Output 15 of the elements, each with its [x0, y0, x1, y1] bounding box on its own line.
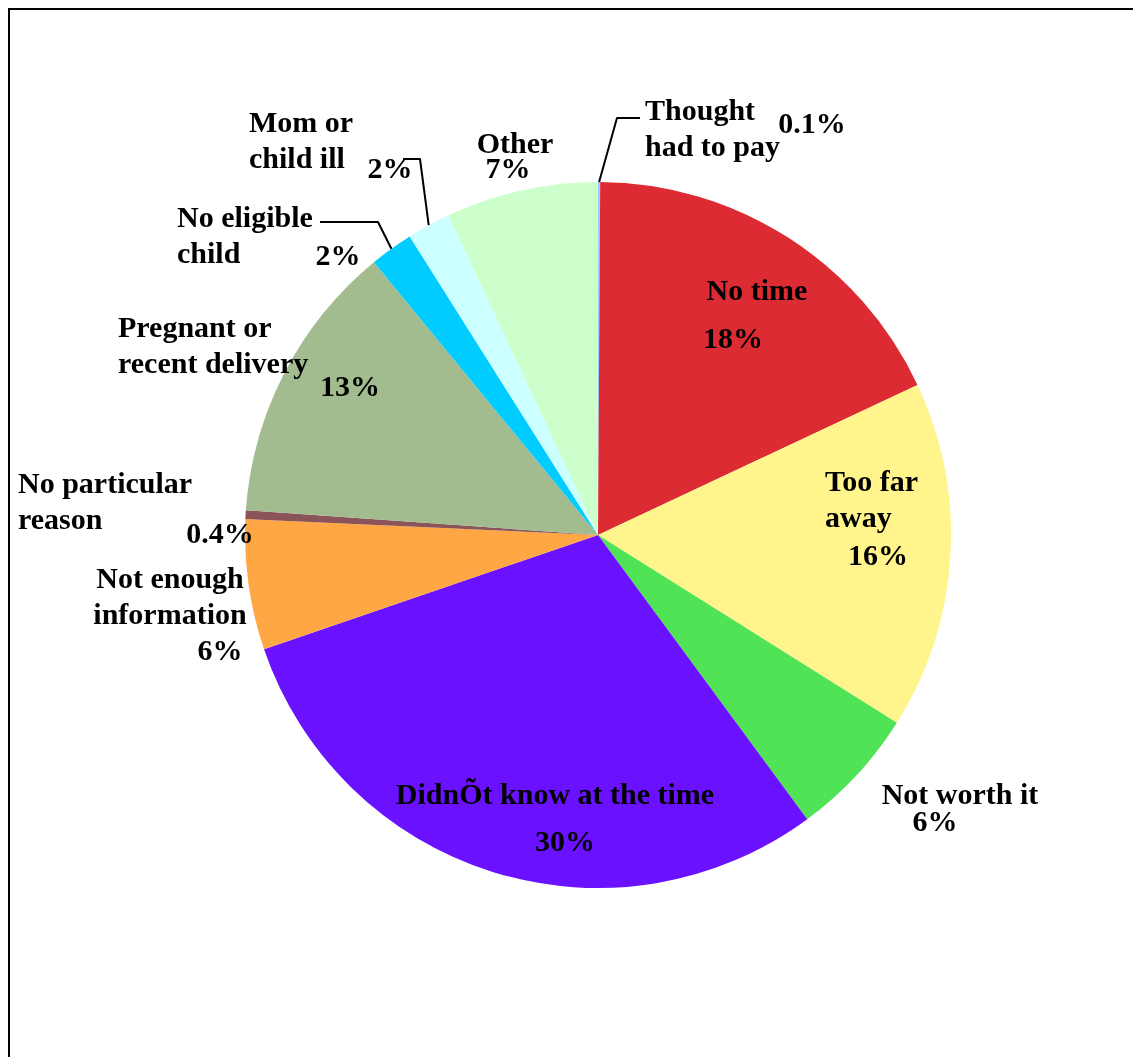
slice-label: No eligible child	[177, 199, 313, 269]
data-label: 2%	[315, 237, 361, 271]
data-label: 2%	[367, 150, 413, 184]
slice-label: No time	[706, 272, 808, 306]
data-label: 16%	[848, 537, 908, 571]
slice-label: Pregnant or recent delivery	[118, 309, 309, 379]
data-label: 18%	[703, 320, 763, 354]
slice-label: DidnÕt know at the time	[395, 776, 715, 810]
data-label: 0.1%	[778, 105, 846, 139]
slice-label: Too far away	[825, 463, 919, 533]
slice-label: Not enough information	[93, 560, 247, 630]
slice-label: Mom or child ill	[249, 104, 354, 174]
data-label: 6%	[197, 632, 243, 666]
data-label: 13%	[320, 368, 380, 402]
data-label: 30%	[535, 823, 595, 857]
